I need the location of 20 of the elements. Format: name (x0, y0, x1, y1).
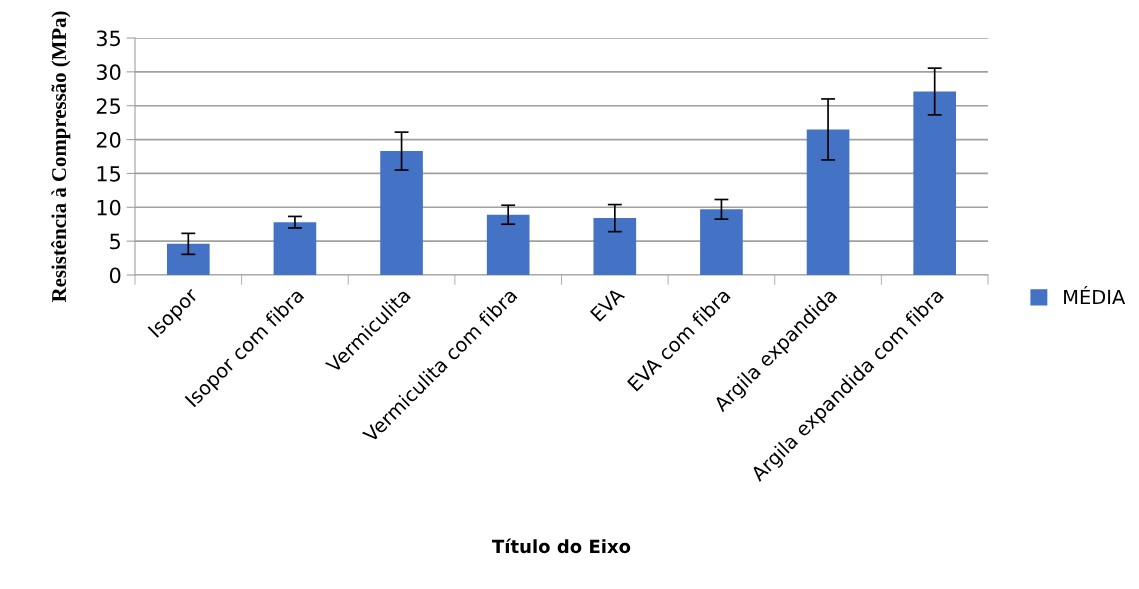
bar (273, 222, 317, 275)
x-tick-label: EVA (589, 286, 626, 322)
y-tick-label: 25 (96, 98, 120, 114)
y-tick-label: 30 (96, 64, 121, 81)
bar (806, 129, 850, 275)
bar (486, 214, 530, 275)
y-tick-label: 15 (97, 166, 120, 182)
y-tick-label: 0 (109, 267, 121, 284)
x-axis-title: Título do Eixo (492, 538, 631, 554)
bar (166, 243, 210, 275)
y-tick-label: 5 (110, 233, 120, 250)
legend-label: MÉDIA (1064, 286, 1126, 305)
y-axis-title: Resistência à Compressão (MPa) (51, 11, 71, 303)
bar (380, 151, 423, 275)
bar (700, 209, 743, 275)
y-tick-label: 10 (97, 199, 121, 216)
y-tick-label: 35 (96, 30, 120, 47)
bar (593, 218, 637, 275)
y-tick-label: 20 (96, 132, 121, 148)
bar (913, 91, 957, 275)
